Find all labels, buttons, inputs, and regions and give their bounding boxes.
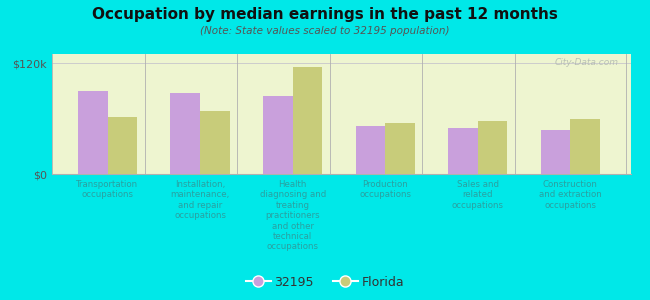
Bar (448, 128, 478, 174)
Text: Transportation
occupations: Transportation occupations (77, 180, 138, 200)
Bar (78, 91, 107, 174)
Bar (541, 130, 570, 174)
Text: Occupation by median earnings in the past 12 months: Occupation by median earnings in the pas… (92, 8, 558, 22)
Bar (478, 122, 508, 174)
Text: Production
occupations: Production occupations (359, 180, 411, 200)
Text: Sales and
related
occupations: Sales and related occupations (452, 180, 504, 210)
Bar (170, 93, 200, 174)
Text: Installation,
maintenance,
and repair
occupations: Installation, maintenance, and repair oc… (170, 180, 229, 220)
Text: Health
diagnosing and
treating
practitioners
and other
technical
occupations: Health diagnosing and treating practitio… (259, 180, 326, 251)
Bar (107, 117, 137, 174)
Text: (Note: State values scaled to 32195 population): (Note: State values scaled to 32195 popu… (200, 26, 450, 35)
Bar (200, 111, 229, 174)
Legend: 32195, Florida: 32195, Florida (240, 271, 410, 294)
Bar (570, 118, 600, 174)
Bar (263, 97, 292, 174)
Text: City-Data.com: City-Data.com (555, 58, 619, 67)
Text: Construction
and extraction
occupations: Construction and extraction occupations (539, 180, 602, 210)
Bar (385, 123, 415, 174)
Bar (292, 67, 322, 174)
Bar (356, 126, 385, 174)
